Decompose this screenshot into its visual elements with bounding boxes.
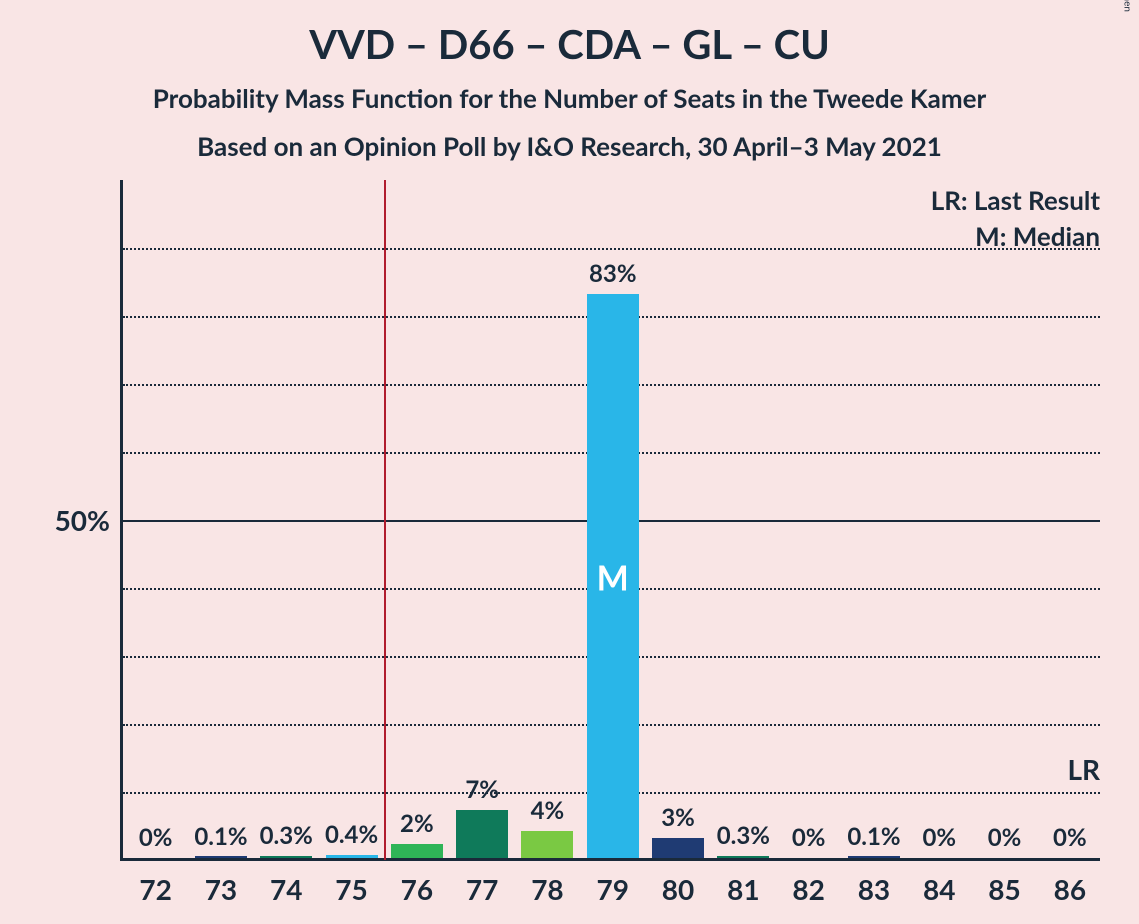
bar-value-label: 0% xyxy=(792,823,826,852)
gridline xyxy=(123,248,1100,250)
chart-subtitle-1: Probability Mass Function for the Number… xyxy=(0,82,1139,114)
x-tick-label: 74 xyxy=(270,872,302,906)
bar-value-label: 0% xyxy=(1053,823,1087,852)
x-tick-label: 78 xyxy=(531,872,563,906)
bar-value-label: 0% xyxy=(922,823,956,852)
bar-81 xyxy=(717,856,769,858)
bar-74 xyxy=(260,856,312,858)
bar-value-label: 0% xyxy=(139,823,173,852)
x-tick-label: 73 xyxy=(205,872,237,906)
bar-77 xyxy=(456,810,508,858)
chart-subtitle-2: Based on an Opinion Poll by I&O Research… xyxy=(0,130,1139,162)
x-tick-label: 77 xyxy=(466,872,498,906)
bar-value-label: 3% xyxy=(661,803,695,832)
bar-value-label: 0.1% xyxy=(194,822,247,851)
bar-value-label: 7% xyxy=(465,775,499,804)
bar-value-label: 4% xyxy=(531,796,565,825)
bar-83 xyxy=(848,856,900,858)
lr-label: LR xyxy=(1067,752,1100,786)
chart-plot-area: 50%0%720.1%730.3%740.4%752%767%774%7883%… xyxy=(120,180,1100,860)
x-tick-label: 86 xyxy=(1054,872,1086,906)
bar-value-label: 0% xyxy=(988,823,1022,852)
bar-73 xyxy=(195,856,247,858)
bar-76 xyxy=(391,844,443,858)
x-tick-label: 80 xyxy=(662,872,694,906)
x-tick-label: 82 xyxy=(792,872,824,906)
x-tick-label: 72 xyxy=(139,872,171,906)
bar-value-label: 0.4% xyxy=(325,820,378,849)
bar-75 xyxy=(326,855,378,858)
bar-80 xyxy=(652,838,704,858)
x-tick-label: 81 xyxy=(727,872,759,906)
x-tick-label: 85 xyxy=(988,872,1020,906)
bar-value-label: 0.3% xyxy=(717,821,770,850)
chart-title: VVD – D66 – CDA – GL – CU xyxy=(0,0,1139,68)
x-tick-label: 75 xyxy=(335,872,367,906)
legend-median: M: Median xyxy=(975,220,1100,252)
x-tick-label: 84 xyxy=(923,872,955,906)
bar-value-label: 2% xyxy=(400,809,434,838)
x-tick-label: 79 xyxy=(597,872,629,906)
y-axis xyxy=(120,180,123,860)
copyright-text: © 2021 Filip van Laenen xyxy=(1121,0,1133,12)
y-axis-label-50: 50% xyxy=(55,503,110,537)
legend-last-result: LR: Last Result xyxy=(931,184,1100,216)
bar-78 xyxy=(521,831,573,858)
x-tick-label: 76 xyxy=(401,872,433,906)
bar-value-label: 0.3% xyxy=(260,821,313,850)
x-axis xyxy=(120,858,1100,861)
median-marker: M xyxy=(597,557,629,598)
bar-value-label: 83% xyxy=(589,259,637,288)
x-tick-label: 83 xyxy=(858,872,890,906)
bar-value-label: 0.1% xyxy=(847,822,900,851)
last-result-line xyxy=(384,180,386,860)
